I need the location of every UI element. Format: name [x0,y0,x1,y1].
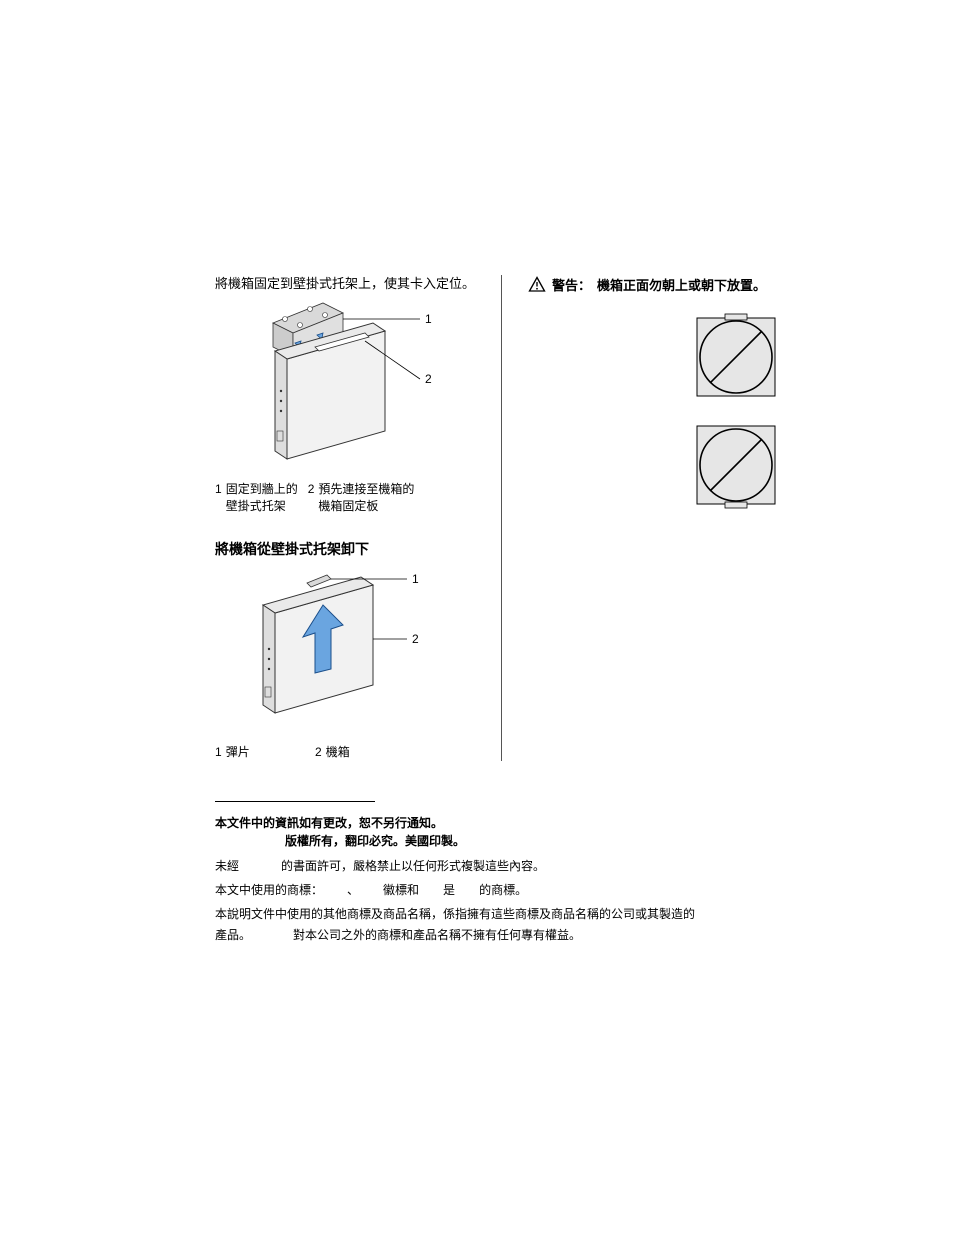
figure-mount: 1 2 [215,301,475,471]
fig1-callout-2: 2 [425,372,432,386]
figure-mount-svg: 1 2 [215,301,445,471]
footer-b3c: 對本公司之外的商標和產品名稱不擁有任何專有權益。 [293,928,581,942]
footer-body-2: 本文中使用的商標： 、 徽標和 是 的商標。 [215,880,894,900]
fig2-callout-2: 2 [412,632,419,646]
footer-b2b: 、 [347,883,359,897]
legend-item-2: 2 預先連接至機箱的 機箱固定板 [308,481,415,515]
instruction-text: 將機箱固定到壁掛式托架上，使其卡入定位。 [215,275,475,293]
footer-b1b: 的書面許可，嚴格禁止以任何形式複製這些內容。 [281,859,545,873]
warning-text: 機箱正面勿朝上或朝下放置。 [597,275,894,294]
footer-b2a: 本文中使用的商標： [215,883,323,897]
figure-remove: 1 2 [215,569,475,734]
footer-b3a: 本說明文件中使用的其他商標及商品名稱，係指擁有這些商標及商品名稱的公司或其製造的 [215,907,695,921]
footer-divider [215,801,375,802]
two-column-layout: 將機箱固定到壁掛式托架上，使其卡入定位。 [215,275,894,761]
legend-num: 1 [215,744,222,761]
footer-b2c: 徽標和 [383,883,419,897]
footer-b1a: 未經 [215,859,239,873]
legend-item-1: 1 固定到牆上的 壁掛式托架 [215,481,298,515]
figure-remove-legend: 1 彈片 2 機箱 [215,744,475,761]
footer-b2e: 的商標。 [479,883,527,897]
prohibit-diagrams [578,312,894,510]
section-heading: 將機箱從壁掛式托架卸下 [215,539,475,559]
footer-line1: 本文件中的資訊如有更改，恕不另行通知。 [215,816,443,830]
legend-text: 固定到牆上的 壁掛式托架 [226,481,298,515]
legend-text: 彈片 [226,744,305,761]
tab-shape [307,575,331,587]
fig2-callout-1: 1 [412,572,419,586]
footer-b2d: 是 [443,883,455,897]
figure-remove-svg: 1 2 [215,569,445,734]
legend-item-1: 1 彈片 [215,744,305,761]
legend-num: 2 [308,481,315,515]
warning-icon [528,276,546,294]
legend-num: 1 [215,481,222,515]
document-page: 將機箱固定到壁掛式托架上，使其卡入定位。 [0,0,954,1009]
footer-line2: 版權所有，翻印必究。美國印製。 [285,834,465,848]
legend-text: 預先連接至機箱的 機箱固定板 [318,481,414,515]
legend-num: 2 [315,744,322,761]
warning-label: 警告： [552,275,591,294]
footer-body-3: 本說明文件中使用的其他商標及商品名稱，係指擁有這些商標及商品名稱的公司或其製造的… [215,904,894,945]
vertical-divider [501,275,502,761]
warning-line: 警告： 機箱正面勿朝上或朝下放置。 [528,275,894,294]
left-column: 將機箱固定到壁掛式托架上，使其卡入定位。 [215,275,475,761]
footer-body-1: 未經 的書面許可，嚴格禁止以任何形式複製這些內容。 [215,856,894,876]
right-column: 警告： 機箱正面勿朝上或朝下放置。 [528,275,894,761]
prohibit-up-icon [691,312,781,402]
legend-text: 機箱 [326,744,350,761]
prohibit-down-icon [691,420,781,510]
footer-notice: 本文件中的資訊如有更改，恕不另行通知。 版權所有，翻印必究。美國印製。 [215,814,894,850]
legend-item-2: 2 機箱 [315,744,350,761]
footer-b3b: 產品。 [215,928,251,942]
figure-mount-legend: 1 固定到牆上的 壁掛式托架 2 預先連接至機箱的 機箱固定板 [215,481,475,515]
fig1-callout-1: 1 [425,312,432,326]
